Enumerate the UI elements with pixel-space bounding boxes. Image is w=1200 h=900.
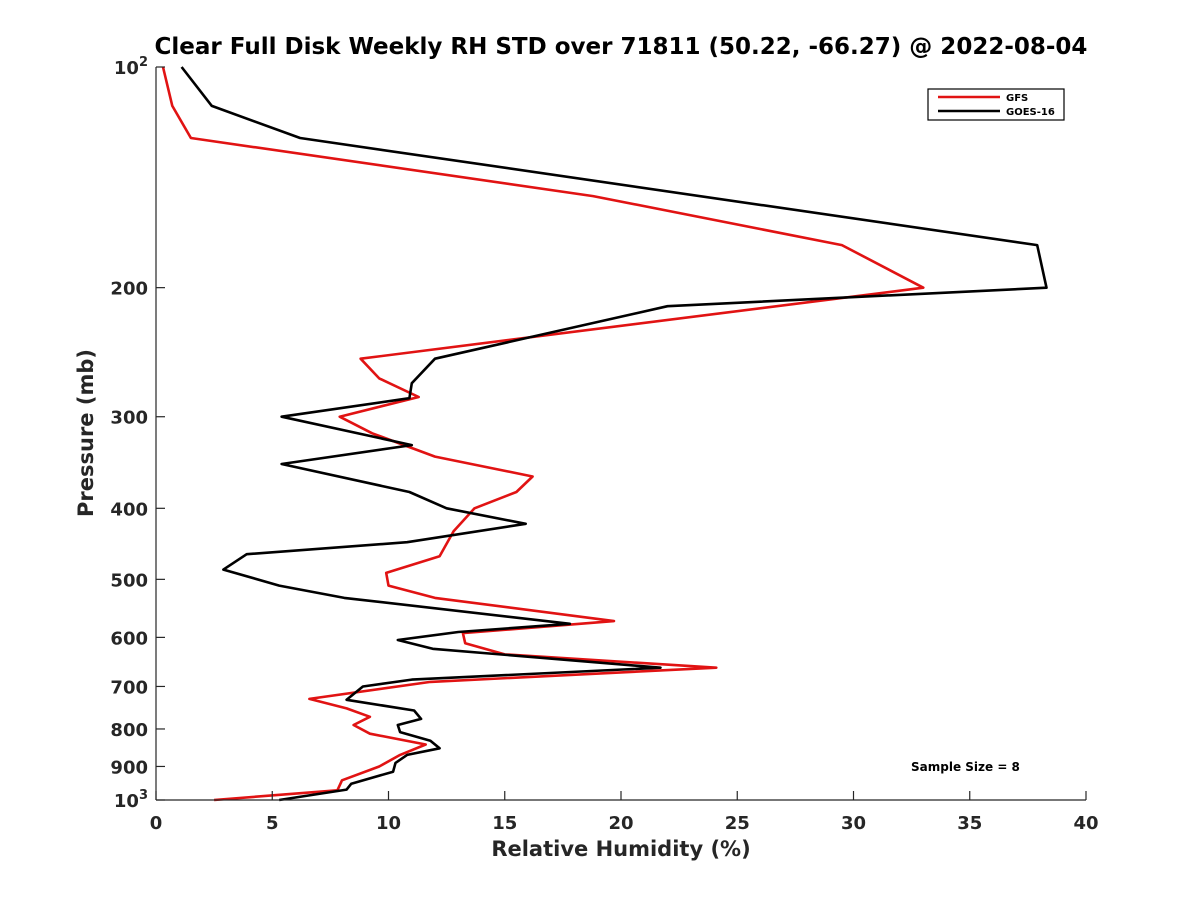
x-tick-label: 15 (492, 813, 517, 834)
y-tick-label: 103 (114, 788, 148, 812)
legend-label-gfs: GFS (1006, 93, 1028, 104)
legend: GFS GOES-16 (927, 88, 1065, 121)
y-tick-label: 300 (110, 408, 148, 429)
chart-title: Clear Full Disk Weekly RH STD over 71811… (155, 34, 1088, 60)
x-tick-label: 5 (266, 813, 279, 834)
x-tick-label: 20 (608, 813, 633, 834)
x-tick-label: 10 (376, 813, 401, 834)
x-ticks: 0 5 10 15 20 25 30 35 40 (150, 791, 1099, 834)
x-tick-label: 30 (841, 813, 866, 834)
y-tick-label: 600 (110, 628, 148, 649)
legend-box (927, 88, 1065, 121)
x-tick-label: 0 (150, 813, 163, 834)
series-layer (161, 66, 1048, 802)
series-line-goes16 (180, 66, 1048, 802)
legend-label-goes16: GOES-16 (1006, 107, 1055, 118)
x-tick-label: 40 (1073, 813, 1098, 834)
y-tick-label: 200 (110, 279, 148, 300)
x-tick-label: 25 (725, 813, 750, 834)
series-line-gfs (161, 66, 925, 802)
x-tick-label: 35 (957, 813, 982, 834)
y-tick-label: 800 (110, 720, 148, 741)
x-axis-title: Relative Humidity (%) (491, 837, 750, 861)
y-ticks: 102 200 300 400 500 600 700 800 900 103 (110, 55, 165, 812)
y-tick-label: 900 (110, 757, 148, 778)
y-tick-label: 102 (114, 55, 148, 79)
y-axis-title: Pressure (mb) (74, 349, 98, 517)
y-tick-label: 500 (110, 570, 148, 591)
y-tick-label: 700 (110, 677, 148, 698)
sample-size-annotation: Sample Size = 8 (911, 760, 1020, 774)
y-tick-label: 400 (110, 499, 148, 520)
